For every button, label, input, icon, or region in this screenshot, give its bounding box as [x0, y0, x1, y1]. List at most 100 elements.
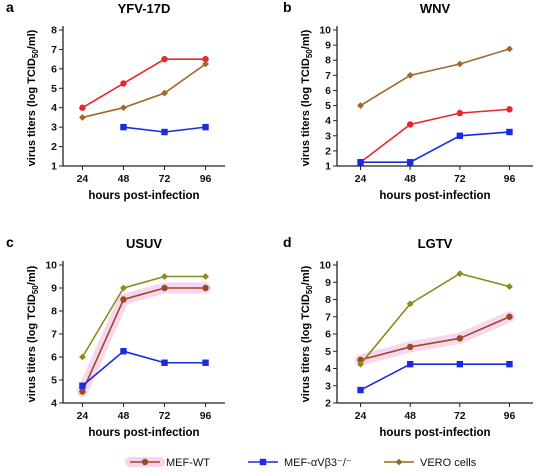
series-line: [81, 350, 206, 387]
y-axis-label: virus titers (log TCID50/ml): [26, 265, 40, 402]
x-tick-label: 24: [355, 410, 367, 422]
y-tick-label: 4: [325, 363, 331, 375]
chart-panel-b: b WNV 1 2 3 4 5 6 7 8 9 10 24 48 72 96 hours post-infect…: [283, 0, 533, 202]
data-point: [456, 109, 464, 117]
series-circle: [76, 282, 212, 397]
y-tick-label: 10: [319, 260, 331, 272]
y-tick-label: 9: [325, 40, 331, 52]
y-tick-label: 5: [325, 346, 331, 358]
data-point: [120, 284, 127, 292]
x-tick-label: 72: [454, 410, 466, 422]
legend-item: MEF-WT: [125, 457, 210, 469]
y-tick-label: 7: [51, 329, 57, 341]
series-line: [82, 58, 206, 109]
data-point: [456, 60, 464, 68]
y-tick-label: 5: [51, 375, 57, 387]
y-tick-label: 6: [51, 63, 57, 75]
data-point: [120, 296, 127, 303]
data-point: [120, 104, 127, 112]
data-point: [79, 114, 86, 121]
y-tick-label: 5: [51, 83, 57, 95]
legend-swatch-marker: [395, 458, 403, 466]
x-axis-label: hours post-infection: [88, 190, 199, 202]
y-tick-label: 9: [51, 283, 57, 295]
x-tick-label: 96: [200, 410, 212, 422]
data-point: [161, 273, 168, 280]
series-line: [82, 63, 207, 119]
series-circle: [355, 311, 515, 366]
data-point: [161, 128, 168, 136]
y-tick-label: 10: [319, 25, 331, 37]
y-tick-label: 4: [51, 398, 57, 410]
series-line: [360, 48, 510, 107]
y-axis-label: virus titers (log TCID50/ml): [26, 29, 40, 166]
panel-title: YFV-17D: [118, 1, 171, 16]
panel-letter: d: [283, 234, 292, 250]
x-axis-label: hours post-infection: [379, 427, 490, 439]
x-tick-label: 24: [355, 173, 367, 185]
data-point: [202, 273, 209, 280]
series-circle: [357, 106, 513, 166]
data-point: [456, 132, 464, 139]
series-square: [357, 128, 513, 166]
data-point: [506, 45, 513, 53]
data-point: [456, 270, 464, 278]
x-axis-label: hours post-infection: [379, 190, 490, 202]
y-tick-label: 8: [325, 294, 331, 306]
y-tick-label: 6: [325, 85, 331, 97]
series-square: [79, 348, 209, 389]
y-axis-label: virus titers (log TCID50/ml): [300, 29, 314, 166]
data-point: [161, 284, 168, 292]
series-line: [81, 287, 206, 392]
data-point: [456, 360, 464, 368]
data-point: [506, 283, 513, 290]
x-tick-label: 48: [404, 173, 416, 185]
data-point: [456, 335, 464, 342]
data-point: [406, 300, 414, 308]
y-tick-label: 3: [51, 122, 57, 134]
y-tick-label: 9: [325, 277, 331, 289]
data-point: [120, 80, 127, 87]
x-tick-label: 24: [77, 410, 89, 422]
panel-letter: c: [6, 234, 14, 250]
legend: MEF-WT MEF-αVβ3⁻/⁻ VERO cells: [125, 457, 477, 469]
series-diamond: [357, 270, 513, 368]
x-tick-label: 72: [454, 173, 466, 185]
series-line: [360, 363, 510, 391]
data-point: [79, 353, 86, 361]
series-circle: [79, 55, 209, 111]
data-point: [406, 159, 414, 166]
y-tick-label: 1: [325, 161, 331, 173]
y-tick-label: 10: [45, 260, 57, 272]
x-tick-label: 72: [159, 173, 171, 185]
data-point: [120, 123, 127, 131]
chart-panel-d: d LGTV 2 3 4 5 6 7 8 9 10 24 48 72 96 hours post-infect…: [283, 234, 533, 439]
y-tick-label: 8: [51, 306, 57, 318]
y-tick-label: 1: [51, 161, 57, 173]
x-tick-label: 48: [118, 173, 130, 185]
data-point: [161, 359, 168, 366]
data-point: [202, 55, 209, 63]
legend-swatch-marker: [141, 458, 149, 466]
y-tick-label: 4: [51, 102, 57, 114]
legend-label: VERO cells: [420, 457, 477, 469]
x-tick-label: 48: [118, 410, 130, 422]
y-tick-label: 6: [325, 329, 331, 341]
data-point: [202, 60, 209, 68]
legend-label: MEF-αVβ3⁻/⁻: [284, 457, 352, 469]
y-tick-label: 3: [325, 130, 331, 142]
legend-swatch-marker: [259, 458, 267, 466]
series-square: [357, 360, 513, 394]
legend-item: VERO cells: [384, 457, 477, 469]
y-tick-label: 5: [325, 100, 331, 112]
data-point: [79, 104, 86, 111]
series-line: [360, 131, 510, 164]
x-tick-label: 48: [404, 410, 416, 422]
y-tick-label: 8: [51, 25, 57, 37]
legend-label: MEF-WT: [166, 457, 210, 469]
y-tick-label: 2: [325, 398, 331, 410]
